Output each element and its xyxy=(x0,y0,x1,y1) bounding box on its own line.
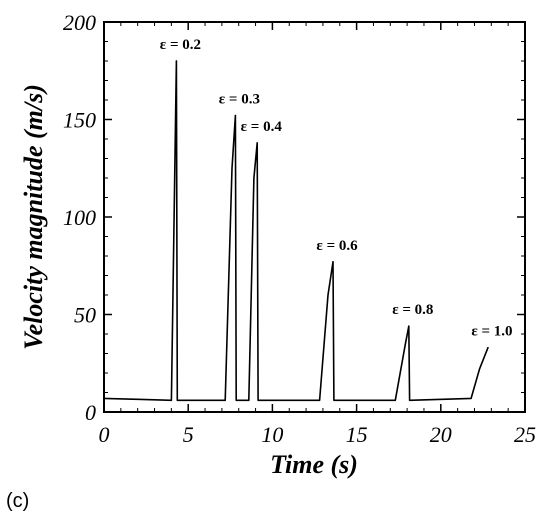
plot-frame xyxy=(103,21,526,413)
peak-point xyxy=(175,60,178,62)
peak-point xyxy=(487,346,489,349)
peak-labels: ε = 0.2 ε = 0.3 ε = 0.4 ε = 0.6 ε = 0.8 ε = 1… xyxy=(160,37,513,349)
tick-labels: 0 5 10 15 20 25 0 50 100 150 200 xyxy=(63,10,536,447)
velocity-series-line xyxy=(103,60,489,402)
y-tick-label: 100 xyxy=(63,205,96,230)
x-tick-label: 0 xyxy=(99,422,110,447)
x-tick-label: 10 xyxy=(261,422,283,447)
peak-label: ε = 0.2 xyxy=(160,37,201,53)
peak-point xyxy=(332,261,334,263)
y-tick-label: 0 xyxy=(85,400,96,425)
peak-label: ε = 0.3 xyxy=(219,92,260,108)
axis-ticks xyxy=(103,21,526,413)
peak-point xyxy=(408,325,410,328)
peak-label: ε = 0.8 xyxy=(392,302,433,318)
peak-label: ε = 1.0 xyxy=(471,324,512,340)
y-tick-label: 150 xyxy=(63,108,96,133)
y-tick-label: 50 xyxy=(74,303,96,328)
x-tick-label: 5 xyxy=(183,422,194,447)
peak-point xyxy=(256,142,259,144)
x-tick-label: 25 xyxy=(514,422,536,447)
peak-point xyxy=(234,114,237,117)
y-axis-label: Velocity magnitude (m/s) xyxy=(19,84,48,350)
y-tick-label: 200 xyxy=(63,10,96,35)
peak-label: ε = 0.4 xyxy=(241,119,283,135)
x-tick-label: 15 xyxy=(346,422,368,447)
panel-label: (c) xyxy=(6,490,30,512)
x-tick-label: 20 xyxy=(430,422,452,447)
peak-label: ε = 0.6 xyxy=(316,238,358,254)
x-axis-label: Time (s) xyxy=(270,450,358,479)
